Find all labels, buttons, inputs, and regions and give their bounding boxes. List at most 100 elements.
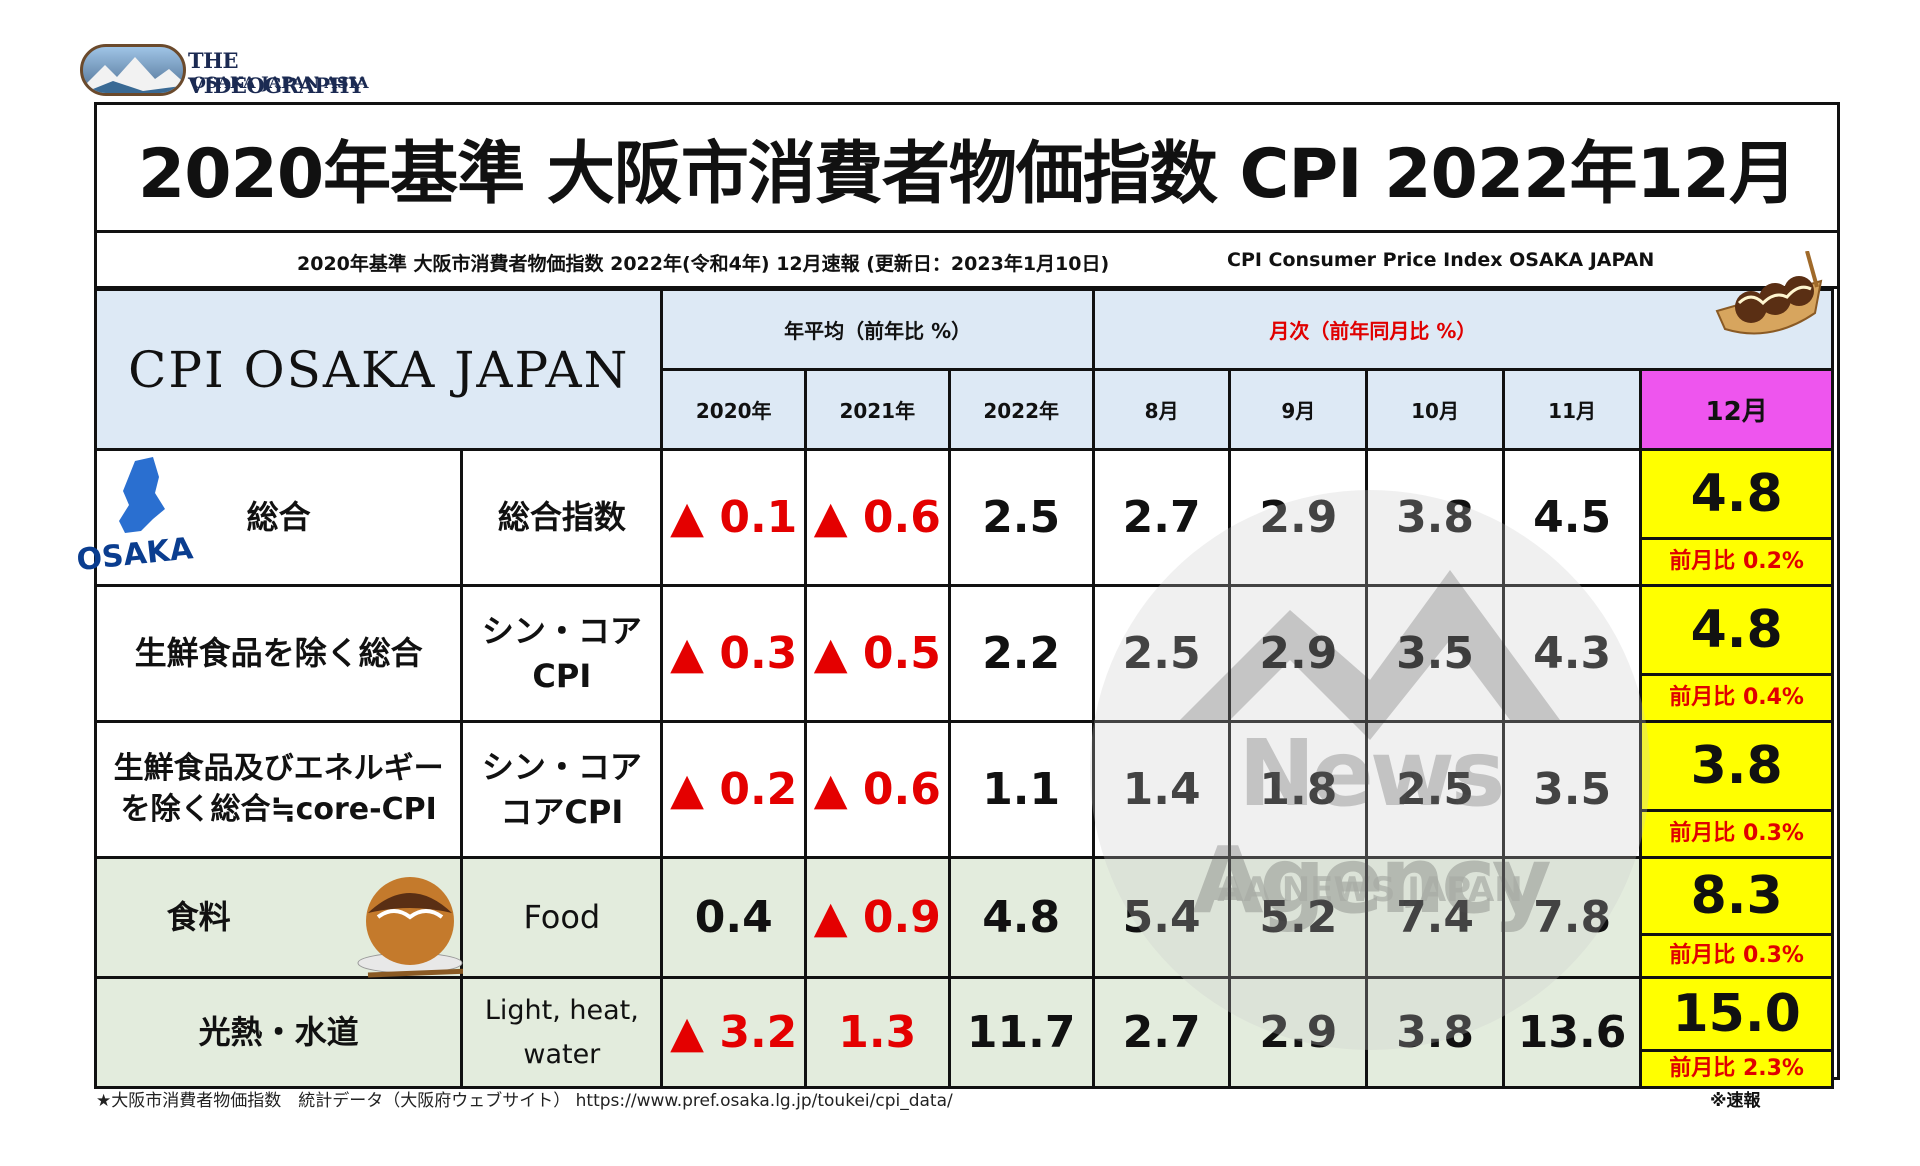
val-aug: 2.7 [1091,448,1232,587]
val-dec: 4.8 前月比 0.2% [1639,448,1834,587]
table-row: OSAKA 総合 総合指数 ▲ 0.1 ▲ 0.6 2.5 2.7 2.9 3.… [75,448,1834,587]
cpi-table: CPI OSAKA JAPAN 年平均（前年比 %） 月次（前年同月比 %） 2… [75,251,1835,1089]
row-category-line1: 生鮮食品及びエネルギー [113,751,444,786]
row-index: Light, heat, water [460,976,664,1089]
logo-subtitle: OSAKA JAPAN ASIA [192,73,369,92]
table-row: 光熱・水道 Light, heat, water ▲ 3.2 1.3 11.7 … [93,976,1834,1089]
row-index-line1: シン・コア [481,747,642,786]
row-category: 生鮮食品を除く総合 [93,584,464,723]
val-sep: 5.2 [1228,856,1369,979]
val-nov: 7.8 [1501,856,1643,979]
val-2020: ▲ 0.2 [660,720,807,859]
val-oct: 3.5 [1365,584,1505,723]
val-2020: ▲ 0.3 [660,584,807,723]
val-aug: 1.4 [1091,720,1232,859]
source-footer: ★大阪市消費者物価指数 統計データ（大阪府ウェブサイト） https://www… [96,1091,953,1111]
val-sep: 2.9 [1228,448,1369,587]
row-index: 総合指数 [460,448,664,587]
row-category: OSAKA 総合 [75,448,464,587]
val-sep: 2.9 [1228,976,1369,1089]
val-nov: 4.5 [1501,448,1643,587]
row-index: シン・コア CPI [460,584,664,723]
svg-text:OSAKA: OSAKA [75,531,196,578]
val-2020: ▲ 0.1 [660,448,807,587]
row-category-label: 総合 [246,497,311,536]
val-oct: 7.4 [1365,856,1505,979]
val-dec: 3.8 前月比 0.3% [1639,720,1834,859]
row-index-line2: CPI [532,656,592,695]
val-aug: 2.7 [1091,976,1232,1089]
subtitle-left: 2020年基準 大阪市消費者物価指数 2022年(令和4年) 12月速報 (更新… [297,253,1110,275]
page-title: 2020年基準 大阪市消費者物価指数 CPI 2022年12月 [97,105,1837,233]
mom-change: 前月比 0.3% [1669,943,1804,968]
cpi-table-frame: 2020年基準 大阪市消費者物価指数 CPI 2022年12月 2020年基準 … [75,102,1840,1089]
row-index-line2: コアCPI [500,792,624,831]
val-2021: 1.3 [804,976,951,1089]
takoyaki-boat-icon [1715,251,1823,335]
brand-label: CPI OSAKA JAPAN [128,340,630,399]
table-row: 食料 Food 0.4 ▲ 0.9 4.8 5.4 5.2 7.4 7.8 8.… [93,856,1834,979]
val-2020: ▲ 3.2 [660,976,807,1089]
flash-note: ※速報 [1710,1091,1761,1111]
mom-change: 前月比 2.3% [1669,1056,1804,1081]
mom-change: 前月比 0.2% [1669,549,1804,574]
col-2020: 2020年 [660,368,807,451]
dec-value: 4.8 [1642,451,1831,540]
row-index: シン・コア コアCPI [460,720,664,859]
row-category: 生鮮食品及びエネルギー を除く総合≒core-CPI [93,720,464,859]
col-2021: 2021年 [804,368,951,451]
val-oct: 3.8 [1365,448,1505,587]
val-sep: 2.9 [1228,584,1369,723]
col-dec: 12月 [1639,368,1834,451]
val-dec: 15.0 前月比 2.3% [1639,976,1834,1089]
subtitle-right: CPI Consumer Price Index OSAKA JAPAN [1227,249,1655,271]
val-2022: 2.2 [947,584,1095,723]
val-2022: 1.1 [947,720,1095,859]
val-2021: ▲ 0.9 [804,856,951,979]
val-2020: 0.4 [660,856,807,979]
subtitle-bar: 2020年基準 大阪市消費者物価指数 2022年(令和4年) 12月速報 (更新… [97,233,1837,289]
dec-value: 15.0 [1642,979,1831,1052]
row-category: 光熱・水道 [93,976,464,1089]
val-dec: 4.8 前月比 0.4% [1639,584,1834,723]
val-nov: 13.6 [1501,976,1643,1089]
col-sep: 9月 [1228,368,1369,451]
row-index: Food [460,856,664,979]
mom-change: 前月比 0.4% [1669,685,1804,710]
dec-value: 3.8 [1642,723,1831,812]
mountain-logo-icon [80,44,186,96]
val-2021: ▲ 0.6 [804,720,951,859]
osaka-map-icon: OSAKA [75,457,196,578]
row-index-line1: シン・コア [481,611,642,650]
val-2022: 4.8 [947,856,1095,979]
table-row: 生鮮食品及びエネルギー を除く総合≒core-CPI シン・コア コアCPI ▲… [93,720,1834,859]
row-category-label: 食料 [166,897,231,936]
val-2022: 11.7 [947,976,1095,1089]
annual-group-header: 年平均（前年比 %） [660,288,1095,371]
val-2021: ▲ 0.5 [804,584,951,723]
monthly-group-header: 月次（前年同月比 %） [1091,251,1835,371]
brand-cell: CPI OSAKA JAPAN [93,288,664,451]
monthly-group-label: 月次（前年同月比 %） [1269,319,1477,343]
row-category-line2: を除く総合≒core-CPI [120,791,437,827]
val-nov: 3.5 [1501,720,1643,859]
mom-change: 前月比 0.3% [1669,821,1804,846]
col-2022: 2022年 [947,368,1095,451]
col-aug: 8月 [1091,368,1232,451]
dec-value: 4.8 [1642,587,1831,676]
val-2021: ▲ 0.6 [804,448,951,587]
logo-title: THE VIDEOGRAPHY [188,48,364,98]
takoyaki-icon [357,877,471,978]
dec-value: 8.3 [1642,859,1831,936]
val-2022: 2.5 [947,448,1095,587]
row-category: 食料 [93,856,471,979]
row-index-line1: Light, heat, [484,995,639,1027]
col-nov: 11月 [1501,368,1643,451]
col-oct: 10月 [1365,368,1505,451]
val-sep: 1.8 [1228,720,1369,859]
table-row: 生鮮食品を除く総合 シン・コア CPI ▲ 0.3 ▲ 0.5 2.2 2.5 … [93,584,1834,723]
val-aug: 2.5 [1091,584,1232,723]
videography-logo: THE VIDEOGRAPHY OSAKA JAPAN ASIA [80,42,400,98]
val-aug: 5.4 [1091,856,1232,979]
row-index-line2: water [523,1038,601,1070]
